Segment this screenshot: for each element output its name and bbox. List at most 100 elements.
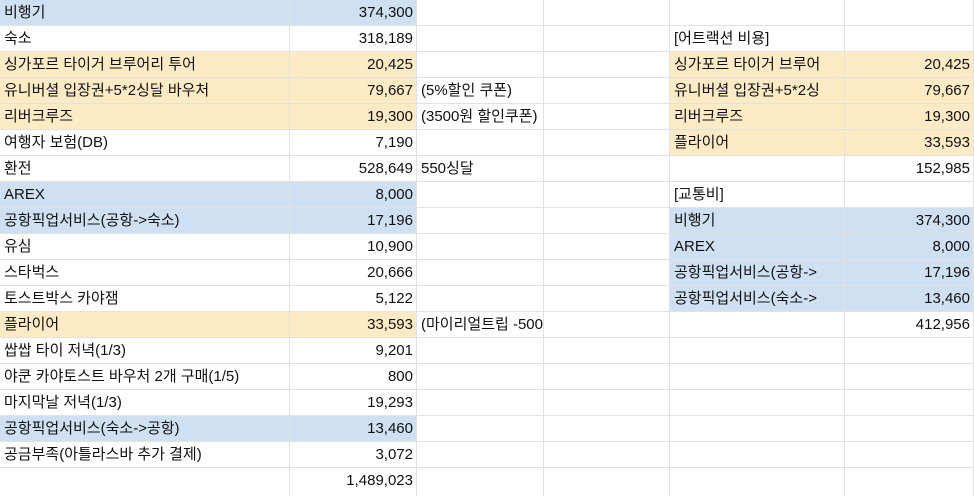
cell-b8[interactable]: 8,000 xyxy=(290,182,417,208)
cell-e8[interactable]: [교통비] xyxy=(670,182,845,208)
cell-e4[interactable]: 유니버셜 입장권+5*2싱 xyxy=(670,78,845,104)
cell-b14[interactable]: 9,201 xyxy=(290,338,417,364)
cell-a18[interactable]: 공금부족(아틀라스바 추가 결제) xyxy=(0,442,290,468)
cell-f14[interactable] xyxy=(845,338,974,364)
cell-d1[interactable] xyxy=(544,0,670,26)
cell-c1[interactable] xyxy=(417,0,544,26)
cell-b1[interactable]: 374,300 xyxy=(290,0,417,26)
cell-b11[interactable]: 20,666 xyxy=(290,260,417,286)
cell-d10[interactable] xyxy=(544,234,670,260)
cell-a4[interactable]: 유니버셜 입장권+5*2싱달 바우처 xyxy=(0,78,290,104)
cell-d2[interactable] xyxy=(544,26,670,52)
cell-e10[interactable]: AREX xyxy=(670,234,845,260)
cell-e9[interactable]: 비행기 xyxy=(670,208,845,234)
cell-a1[interactable]: 비행기 xyxy=(0,0,290,26)
cell-e11[interactable]: 공항픽업서비스(공항-> xyxy=(670,260,845,286)
cell-d15[interactable] xyxy=(544,364,670,390)
cell-c12[interactable] xyxy=(417,286,544,312)
cell-f11[interactable]: 17,196 xyxy=(845,260,974,286)
cell-c3[interactable] xyxy=(417,52,544,78)
cell-e2[interactable]: [어트랙션 비용] xyxy=(670,26,845,52)
cell-a15[interactable]: 야쿤 카야토스트 바우처 2개 구매(1/5) xyxy=(0,364,290,390)
cell-a12[interactable]: 토스트박스 카야잼 xyxy=(0,286,290,312)
cell-c10[interactable] xyxy=(417,234,544,260)
cell-c2[interactable] xyxy=(417,26,544,52)
cell-c15[interactable] xyxy=(417,364,544,390)
cell-f8[interactable] xyxy=(845,182,974,208)
cell-b15[interactable]: 800 xyxy=(290,364,417,390)
cell-b6[interactable]: 7,190 xyxy=(290,130,417,156)
cell-e17[interactable] xyxy=(670,416,845,442)
cell-f5[interactable]: 19,300 xyxy=(845,104,974,130)
cell-b16[interactable]: 19,293 xyxy=(290,390,417,416)
cell-b17[interactable]: 13,460 xyxy=(290,416,417,442)
cell-d12[interactable] xyxy=(544,286,670,312)
cell-c11[interactable] xyxy=(417,260,544,286)
cell-b19[interactable]: 1,489,023 xyxy=(290,468,417,496)
cell-a9[interactable]: 공항픽업서비스(공항->숙소) xyxy=(0,208,290,234)
cell-b10[interactable]: 10,900 xyxy=(290,234,417,260)
cell-d9[interactable] xyxy=(544,208,670,234)
cell-e6[interactable]: 플라이어 xyxy=(670,130,845,156)
cell-f15[interactable] xyxy=(845,364,974,390)
cell-b18[interactable]: 3,072 xyxy=(290,442,417,468)
cell-f19[interactable] xyxy=(845,468,974,496)
cell-d19[interactable] xyxy=(544,468,670,496)
cell-c18[interactable] xyxy=(417,442,544,468)
cell-e12[interactable]: 공항픽업서비스(숙소-> xyxy=(670,286,845,312)
cell-a17[interactable]: 공항픽업서비스(숙소->공항) xyxy=(0,416,290,442)
cell-d17[interactable] xyxy=(544,416,670,442)
cell-a16[interactable]: 마지막날 저녁(1/3) xyxy=(0,390,290,416)
cell-d11[interactable] xyxy=(544,260,670,286)
cell-e19[interactable] xyxy=(670,468,845,496)
cell-c4[interactable]: (5%할인 쿠폰) xyxy=(417,78,544,104)
cell-e13[interactable] xyxy=(670,312,845,338)
cell-d16[interactable] xyxy=(544,390,670,416)
cell-f13[interactable]: 412,956 xyxy=(845,312,974,338)
cell-c17[interactable] xyxy=(417,416,544,442)
cell-a7[interactable]: 환전 xyxy=(0,156,290,182)
cell-a8[interactable]: AREX xyxy=(0,182,290,208)
cell-d14[interactable] xyxy=(544,338,670,364)
cell-c8[interactable] xyxy=(417,182,544,208)
cell-f2[interactable] xyxy=(845,26,974,52)
cell-f7[interactable]: 152,985 xyxy=(845,156,974,182)
cell-a14[interactable]: 쌉쌉 타이 저녁(1/3) xyxy=(0,338,290,364)
cell-c13[interactable]: (마이리얼트립 -5000원) xyxy=(417,312,544,338)
cell-f3[interactable]: 20,425 xyxy=(845,52,974,78)
cell-b12[interactable]: 5,122 xyxy=(290,286,417,312)
cell-e18[interactable] xyxy=(670,442,845,468)
cell-a13[interactable]: 플라이어 xyxy=(0,312,290,338)
cell-d6[interactable] xyxy=(544,130,670,156)
cell-f18[interactable] xyxy=(845,442,974,468)
cell-c9[interactable] xyxy=(417,208,544,234)
cell-c7[interactable]: 550싱달 xyxy=(417,156,544,182)
cell-e7[interactable] xyxy=(670,156,845,182)
cell-a19[interactable] xyxy=(0,468,290,496)
cell-a5[interactable]: 리버크루즈 xyxy=(0,104,290,130)
cell-c6[interactable] xyxy=(417,130,544,156)
cell-b3[interactable]: 20,425 xyxy=(290,52,417,78)
cell-c19[interactable] xyxy=(417,468,544,496)
cell-d4[interactable] xyxy=(544,78,670,104)
cell-f6[interactable]: 33,593 xyxy=(845,130,974,156)
cell-b2[interactable]: 318,189 xyxy=(290,26,417,52)
cell-e14[interactable] xyxy=(670,338,845,364)
cell-f9[interactable]: 374,300 xyxy=(845,208,974,234)
cell-e1[interactable] xyxy=(670,0,845,26)
cell-b4[interactable]: 79,667 xyxy=(290,78,417,104)
cell-f17[interactable] xyxy=(845,416,974,442)
cell-f16[interactable] xyxy=(845,390,974,416)
cell-b7[interactable]: 528,649 xyxy=(290,156,417,182)
cell-d13[interactable] xyxy=(544,312,670,338)
cell-d7[interactable] xyxy=(544,156,670,182)
cell-d3[interactable] xyxy=(544,52,670,78)
cell-a3[interactable]: 싱가포르 타이거 브루어리 투어 xyxy=(0,52,290,78)
cell-a2[interactable]: 숙소 xyxy=(0,26,290,52)
cell-f10[interactable]: 8,000 xyxy=(845,234,974,260)
cell-e16[interactable] xyxy=(670,390,845,416)
cell-b9[interactable]: 17,196 xyxy=(290,208,417,234)
cell-b13[interactable]: 33,593 xyxy=(290,312,417,338)
cell-b5[interactable]: 19,300 xyxy=(290,104,417,130)
cell-c16[interactable] xyxy=(417,390,544,416)
